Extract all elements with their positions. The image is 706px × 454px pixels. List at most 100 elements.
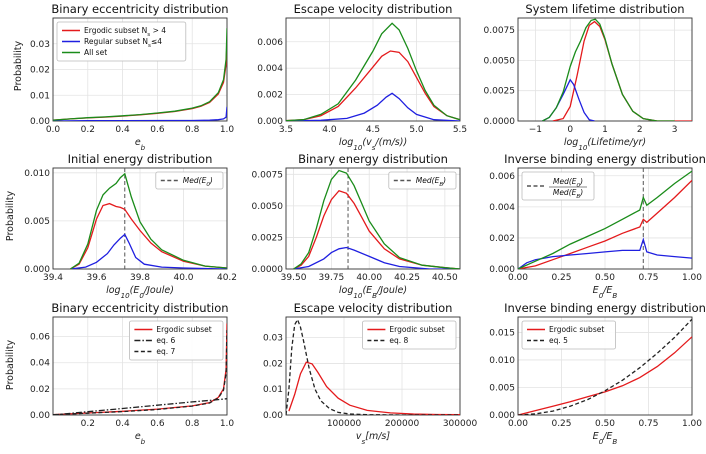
x-axis-label: E0/EB [593, 285, 618, 300]
y-tick-label: 0.02 [30, 66, 50, 76]
legend-box [56, 21, 187, 62]
x-tick-label: 0.8 [185, 419, 200, 429]
panel-title: Initial energy distribution [68, 152, 213, 166]
x-tick-label: 5.5 [453, 125, 467, 135]
series-line [518, 170, 692, 269]
y-tick-label: 0.01 [30, 91, 50, 101]
x-tick-label: 4.5 [366, 125, 380, 135]
y-tick-label: 0.04 [30, 359, 50, 369]
x-tick-label: 0.6 [150, 125, 165, 135]
y-tick-label: 0.02 [30, 385, 50, 395]
y-tick-label: 0.00 [30, 411, 50, 421]
x-tick-label: 0 [567, 125, 573, 135]
x-tick-label: 0.25 [551, 419, 571, 429]
x-axis-label: E0/EB [593, 431, 618, 446]
legend: Med(E0)Med(EB) [521, 171, 595, 201]
y-tick-label: 0.0000 [484, 117, 516, 127]
x-tick-label: 40.25 [394, 273, 420, 283]
y-tick-label: 0.02 [263, 359, 283, 369]
x-tick-label: 300000 [443, 419, 478, 429]
x-axis-label: vs[m/s] [356, 431, 390, 446]
series-line [53, 28, 227, 121]
y-tick-label: 0.010 [24, 169, 50, 179]
y-axis-label-row-1: Probability [13, 41, 24, 92]
legend-box [155, 171, 224, 190]
y-tick-label: 0.06 [30, 333, 50, 343]
x-tick-label: 100000 [327, 419, 362, 429]
x-tick-label: 40.2 [217, 273, 237, 283]
axes-frame [52, 316, 228, 416]
x-tick-label: 0.2 [81, 419, 95, 429]
legend-box [521, 320, 616, 350]
legend-label: Ergodic subset [156, 325, 211, 334]
x-tick-label: 1.0 [220, 125, 235, 135]
x-tick-label: 0.6 [150, 419, 165, 429]
x-tick-label: 0.0 [46, 125, 61, 135]
series-line [53, 330, 227, 415]
legend-label: Regular subset Ns≤4 [84, 37, 162, 49]
panel-title: Escape velocity distribution [294, 301, 453, 315]
legend: Ergodic subset eq. 5 [521, 320, 616, 350]
legend-label: Med(EB) [416, 176, 446, 188]
y-tick-label: 0.0050 [484, 56, 516, 66]
x-axis-label: log10(Lifetime/yr) [564, 137, 646, 152]
series-line [518, 318, 692, 415]
x-tick-label: 0.00 [508, 273, 528, 283]
series-line [286, 22, 460, 121]
y-tick-label: 0.0025 [484, 87, 516, 97]
y-tick-label: 0.006 [489, 172, 515, 182]
legend-label: Ergodic subset Ns > 4 [84, 26, 166, 38]
x-tick-label: 0.50 [595, 419, 615, 429]
series-line [542, 78, 595, 121]
series-line [552, 20, 692, 121]
legend: Ergodic subset eq. 8 [361, 320, 457, 350]
y-tick-label: 0.01 [263, 385, 283, 395]
panel-7: Binary eccentricity distribution 0.2 0.4 0.… [30, 301, 234, 446]
series-line [288, 361, 460, 415]
legend-label: eq. 7 [156, 347, 175, 356]
series-line [518, 179, 692, 269]
x-axis-label: log10(E0/Joule) [106, 285, 174, 300]
y-tick-label: 0.0050 [252, 202, 284, 212]
series-line [293, 246, 460, 269]
legend-label: eq. 6 [156, 336, 175, 345]
series-line [286, 318, 460, 415]
y-tick-label: 0.015 [489, 328, 515, 338]
y-tick-label: 0.03 [30, 40, 50, 50]
x-tick-label: 5.0 [409, 125, 424, 135]
legend-label: Ergodic subset [549, 325, 604, 334]
panel-title: Binary eccentricity distribution [51, 301, 228, 315]
axes-frame [517, 316, 693, 416]
legend-label: Med(E0) [183, 176, 213, 188]
axes-frame [285, 167, 461, 270]
x-axis-label: log10(EB/Joule) [339, 285, 407, 300]
series-line [518, 237, 692, 269]
legend-label: eq. 8 [389, 336, 408, 345]
y-tick-label: 0.0000 [252, 265, 284, 275]
x-tick-label: 39.4 [43, 273, 63, 283]
x-tick-label: 3.5 [279, 125, 293, 135]
x-tick-label: 39.8 [130, 273, 150, 283]
x-tick-label: 39.75 [319, 273, 345, 283]
panel-title: Binary eccentricity distribution [51, 2, 228, 16]
y-tick-label: 0.005 [24, 217, 50, 227]
legend-box [361, 320, 457, 350]
x-tick-label: 0.00 [508, 419, 528, 429]
x-tick-label: 1.00 [682, 419, 702, 429]
axes-frame [285, 17, 461, 122]
y-tick-label: 0.0075 [484, 26, 516, 36]
axes-frame [52, 167, 228, 270]
series-line [518, 336, 692, 415]
series-line [53, 398, 227, 415]
x-tick-label: 2 [637, 125, 643, 135]
series-line [286, 50, 460, 121]
panel-1: Binary eccentricity distribution 0.0 0.2 0.… [30, 2, 234, 152]
x-tick-label: 4.0 [322, 125, 337, 135]
x-tick-label: 39.50 [281, 273, 307, 283]
x-tick-label: 0.2 [81, 125, 95, 135]
y-tick-label: 0.000 [489, 265, 515, 275]
panel-title: Binary energy distribution [298, 152, 448, 166]
legend-box [388, 171, 457, 190]
